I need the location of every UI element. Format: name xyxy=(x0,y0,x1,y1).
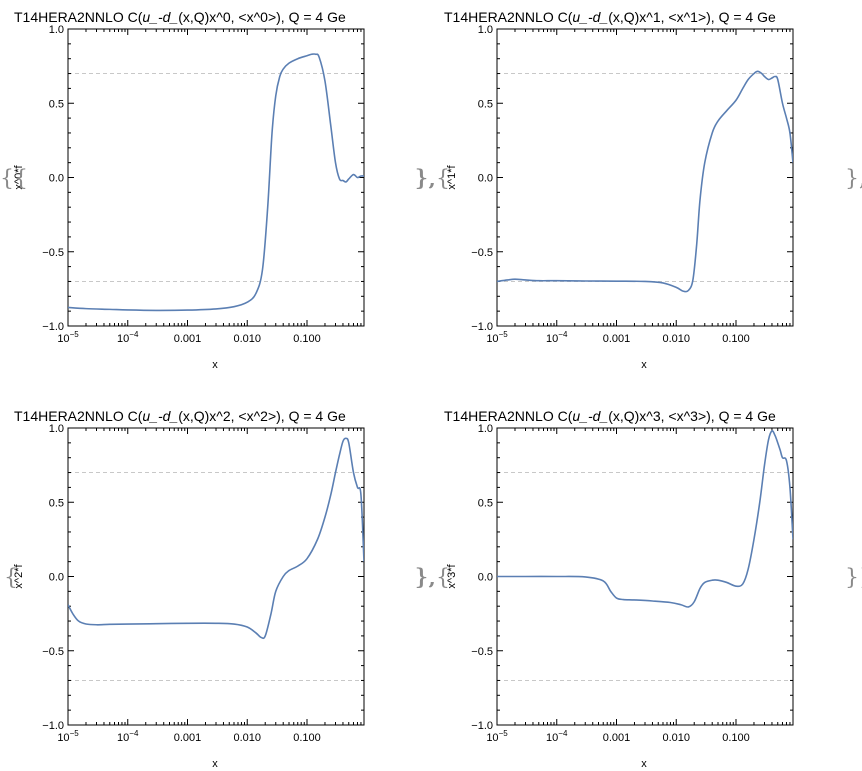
y-tick-label: 1.0 xyxy=(478,24,493,36)
y-tick-label: 0.0 xyxy=(478,173,493,185)
x-tick-label: 0.100 xyxy=(722,732,750,744)
chart-title-x2: T14HERA2NNLO C(u_-d_(x,Q)x^2, <x^2>), Q … xyxy=(14,408,346,424)
x-tick-label: 10−4 xyxy=(546,729,568,744)
x-tick-label: 0.010 xyxy=(662,732,690,744)
y-tick-label: 0.0 xyxy=(49,173,64,185)
panel-x3: T14HERA2NNLO C(u_-d_(x,Q)x^3, <x^3>), Q … xyxy=(415,408,862,770)
y-tick-label: 0.5 xyxy=(49,98,64,110)
y-axis-label: x^0*f xyxy=(13,165,25,190)
x-tick-label: 0.100 xyxy=(722,333,750,345)
right-brace: }, xyxy=(414,566,435,591)
x-tick-label: 0.010 xyxy=(233,732,261,744)
series-line xyxy=(68,53,364,312)
x-tick-label: 10−4 xyxy=(546,330,568,345)
y-tick-label: −0.5 xyxy=(42,646,64,658)
panel-x0: T14HERA2NNLO C(u_-d_(x,Q)x^0, <x^0>), Q … xyxy=(0,9,435,371)
x-axis-label: x xyxy=(641,359,647,371)
right-brace: }, xyxy=(845,167,862,192)
y-tick-label: −1.0 xyxy=(471,321,493,333)
chart-title-x0: T14HERA2NNLO C(u_-d_(x,Q)x^0, <x^0>), Q … xyxy=(14,9,346,25)
y-tick-label: −1.0 xyxy=(471,720,493,732)
x-axis-label: x xyxy=(641,758,647,770)
left-brace: },{ xyxy=(415,167,450,192)
y-tick-label: 1.0 xyxy=(478,423,493,435)
x-axis-label: x xyxy=(212,359,218,371)
x-tick-label: 10−5 xyxy=(57,330,79,345)
panel-x1: T14HERA2NNLO C(u_-d_(x,Q)x^1, <x^1>), Q … xyxy=(415,9,862,371)
y-tick-label: −0.5 xyxy=(471,646,493,658)
series-line xyxy=(68,437,364,640)
x-tick-label: 0.001 xyxy=(603,333,631,345)
x-tick-label: 0.010 xyxy=(662,333,690,345)
y-tick-label: −1.0 xyxy=(42,720,64,732)
y-tick-label: −0.5 xyxy=(42,247,64,259)
right-brace: }, xyxy=(414,167,435,192)
y-tick-label: 1.0 xyxy=(49,423,64,435)
panel-x2: T14HERA2NNLO C(u_-d_(x,Q)x^2, <x^2>), Q … xyxy=(4,408,435,770)
left-brace: {{ xyxy=(0,167,28,192)
x-tick-label: 0.001 xyxy=(174,333,202,345)
left-brace: },{ xyxy=(415,566,450,591)
x-tick-label: 10−4 xyxy=(117,729,139,744)
y-tick-label: 0.5 xyxy=(478,497,493,509)
y-tick-label: 0.0 xyxy=(478,572,493,584)
y-axis-label: x^1*f xyxy=(446,165,458,190)
series-line xyxy=(497,70,793,293)
y-tick-label: 0.0 xyxy=(49,572,64,584)
y-tick-label: −1.0 xyxy=(42,321,64,333)
x-tick-label: 10−4 xyxy=(117,330,139,345)
x-tick-label: 0.100 xyxy=(293,333,321,345)
y-tick-label: 0.5 xyxy=(49,497,64,509)
x-tick-label: 0.010 xyxy=(233,333,261,345)
series-line xyxy=(497,430,793,608)
x-tick-label: 10−5 xyxy=(57,729,79,744)
left-brace: { xyxy=(4,566,18,591)
x-tick-label: 0.001 xyxy=(174,732,202,744)
x-axis-label: x xyxy=(212,758,218,770)
x-tick-label: 0.001 xyxy=(603,732,631,744)
chart-title-x3: T14HERA2NNLO C(u_-d_(x,Q)x^3, <x^3>), Q … xyxy=(444,408,776,424)
y-tick-label: −0.5 xyxy=(471,247,493,259)
right-brace: }} xyxy=(845,566,862,591)
x-tick-label: 10−5 xyxy=(486,729,508,744)
y-axis-label: x^3*f xyxy=(446,564,458,589)
x-tick-label: 10−5 xyxy=(486,330,508,345)
x-tick-label: 0.100 xyxy=(293,732,321,744)
y-tick-label: 1.0 xyxy=(49,24,64,36)
y-axis-label: x^2*f xyxy=(13,564,25,589)
chart-title-x1: T14HERA2NNLO C(u_-d_(x,Q)x^1, <x^1>), Q … xyxy=(444,9,776,25)
y-tick-label: 0.5 xyxy=(478,98,493,110)
